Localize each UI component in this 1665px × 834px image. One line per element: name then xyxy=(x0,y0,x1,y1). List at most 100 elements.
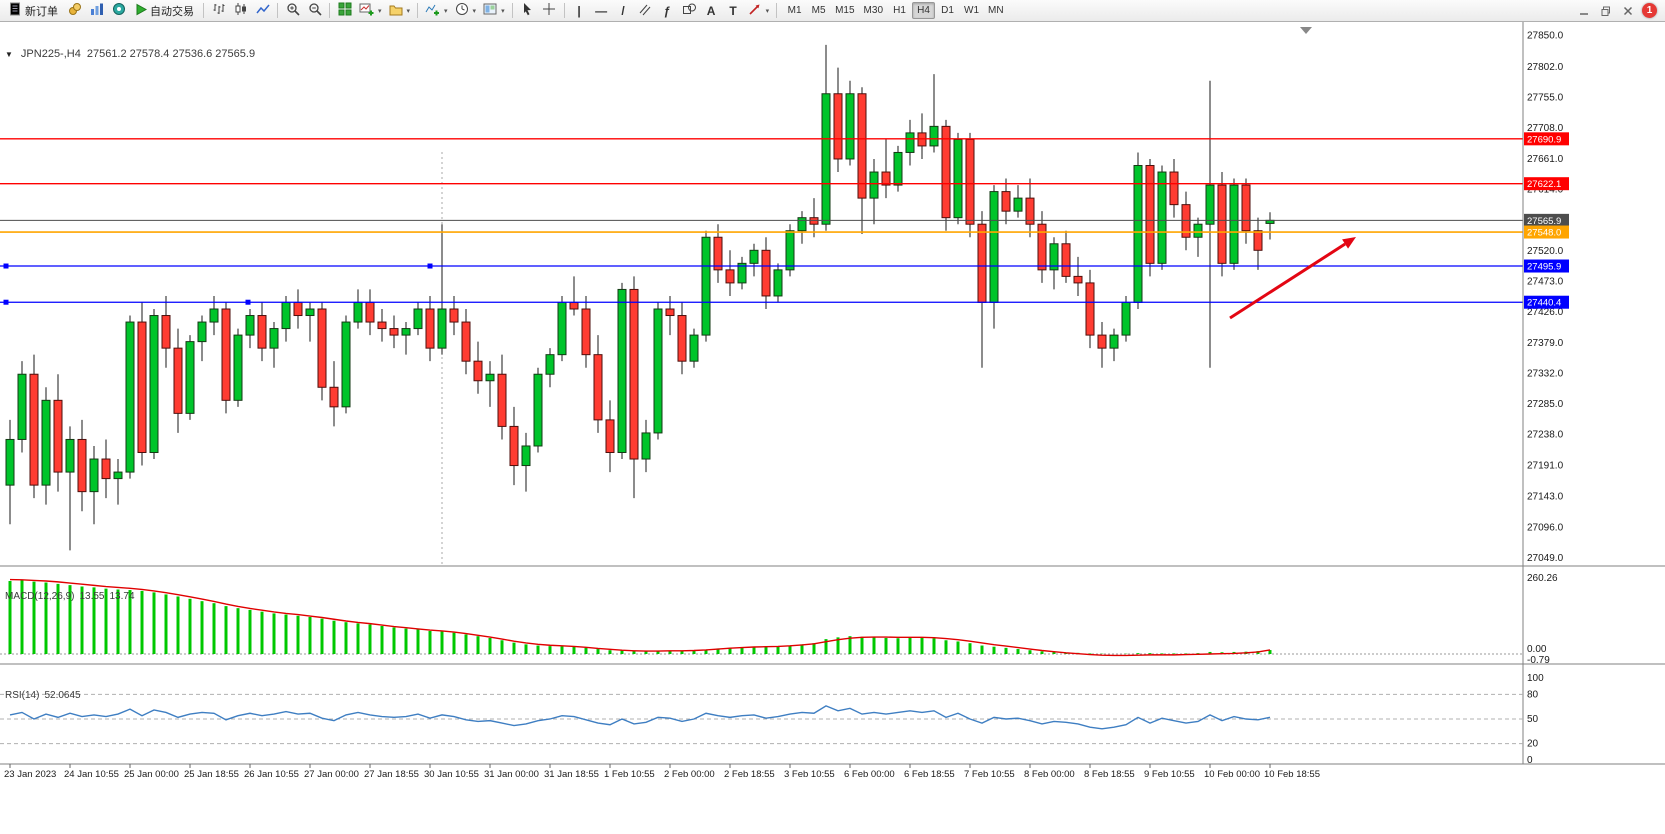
candle-body xyxy=(53,399,63,473)
zoom-in-button[interactable] xyxy=(282,1,303,20)
rsi-axis-label: 100 xyxy=(1527,673,1544,684)
market-watch-button[interactable] xyxy=(64,1,85,20)
candle-body xyxy=(437,308,447,349)
timeframe-m30[interactable]: M30 xyxy=(863,5,883,16)
line-chart-button[interactable] xyxy=(252,1,273,20)
trendline-tool-button[interactable]: / xyxy=(613,1,634,20)
candle-body xyxy=(245,315,255,336)
trend-arrow-line[interactable] xyxy=(1229,242,1346,320)
hline-handle[interactable] xyxy=(427,263,433,269)
price-axis-label: 27143.0 xyxy=(1527,492,1564,503)
price-axis-label: 27238.0 xyxy=(1527,430,1564,441)
restore-window-icon[interactable] xyxy=(1598,4,1614,18)
candle-body xyxy=(881,171,891,186)
notification-badge[interactable]: 1 xyxy=(1642,3,1657,18)
time-axis-label: 31 Jan 18:55 xyxy=(544,769,599,780)
timeframe-h1[interactable]: H1 xyxy=(893,5,906,16)
candle-body xyxy=(485,373,495,382)
new-chart-icon xyxy=(359,2,374,19)
candle-body xyxy=(197,321,207,343)
new-order-button[interactable]: 新订单 xyxy=(4,1,63,20)
price-chart[interactable]: 27850.027802.027755.027708.027661.027614… xyxy=(0,22,1665,834)
timeframe-m15[interactable]: M15 xyxy=(835,5,855,16)
crosshair-button[interactable] xyxy=(539,1,560,20)
tile-windows-button[interactable] xyxy=(334,1,355,20)
timeframe-w1[interactable]: W1 xyxy=(964,5,979,16)
hline-handle[interactable] xyxy=(3,299,9,305)
candle-body xyxy=(845,93,855,160)
trend-arrow-head[interactable] xyxy=(1342,237,1356,249)
candle-body xyxy=(101,458,111,480)
candle-body xyxy=(977,223,987,303)
text-tool-button[interactable]: A xyxy=(701,1,722,20)
candle-body xyxy=(413,308,423,330)
fibonacci-tool-button[interactable]: ƒ xyxy=(657,1,678,20)
candle-body xyxy=(449,308,459,323)
time-axis-label: 1 Feb 10:55 xyxy=(604,769,655,780)
hline-handle[interactable] xyxy=(3,263,9,269)
timeframe-d1[interactable]: D1 xyxy=(941,5,954,16)
chart-background[interactable] xyxy=(0,22,1665,834)
channel-icon xyxy=(638,2,652,19)
candle-body xyxy=(617,288,627,454)
candlestick-chart-button[interactable] xyxy=(230,1,251,20)
time-axis-label: 25 Jan 18:55 xyxy=(184,769,239,780)
zoom-out-button[interactable] xyxy=(304,1,325,20)
hline-handle[interactable] xyxy=(245,299,251,305)
profiles-button[interactable]: ▾ xyxy=(386,1,414,20)
candle-body xyxy=(581,308,591,356)
horizontal-line-tool-button[interactable]: — xyxy=(591,1,612,20)
time-axis-label: 8 Feb 00:00 xyxy=(1024,769,1075,780)
price-tag-text: 27690.9 xyxy=(1527,134,1561,145)
candle-body xyxy=(749,249,759,264)
price-axis-label: 27332.0 xyxy=(1527,368,1564,379)
periods-button[interactable]: ▾ xyxy=(452,1,480,20)
timeframe-m1[interactable]: M1 xyxy=(787,5,802,16)
new-chart-button[interactable]: ▾ xyxy=(356,1,385,20)
candle-body xyxy=(1253,230,1263,251)
channel-tool-button[interactable] xyxy=(635,1,656,20)
timeframe-h4[interactable]: H4 xyxy=(912,2,935,19)
timeframe-m5[interactable]: M5 xyxy=(811,5,826,16)
candle-body xyxy=(461,321,471,362)
toolbar-separator xyxy=(203,3,204,18)
candle-body xyxy=(353,301,363,323)
close-window-icon[interactable] xyxy=(1620,4,1636,18)
time-axis-label: 26 Jan 10:55 xyxy=(244,769,299,780)
chart-shift-marker[interactable] xyxy=(1300,27,1312,34)
candle-body xyxy=(1217,184,1227,264)
arrows-tool-button[interactable]: ▾ xyxy=(745,1,773,20)
vertical-line-tool-button[interactable]: | xyxy=(569,1,590,20)
cursor-button[interactable] xyxy=(517,1,538,20)
bar-chart-button[interactable] xyxy=(208,1,229,20)
auto-trading-button[interactable]: 自动交易 xyxy=(130,1,199,20)
one-click-trading-toggle[interactable]: ▼ xyxy=(5,49,13,59)
candle-body xyxy=(1085,282,1095,336)
timeframe-mn[interactable]: MN xyxy=(988,5,1004,16)
time-axis-label: 8 Feb 18:55 xyxy=(1084,769,1135,780)
toolbar-separator xyxy=(776,3,778,18)
shapes-tool-button[interactable] xyxy=(679,1,700,20)
dropdown-caret-icon: ▾ xyxy=(765,7,770,15)
candle-body xyxy=(929,125,939,147)
candle-body xyxy=(1061,243,1071,277)
macd-axis-label: 0.00 xyxy=(1527,644,1547,655)
candlestick-chart-icon xyxy=(234,2,248,19)
rsi-axis-label: 0 xyxy=(1527,755,1533,766)
tile-windows-icon xyxy=(338,2,352,19)
templates-button[interactable]: ▾ xyxy=(480,1,508,20)
template-icon xyxy=(483,2,497,19)
data-window-button[interactable] xyxy=(86,1,107,20)
candle-body xyxy=(701,236,711,336)
arrow-tool-icon xyxy=(748,2,762,19)
cursor-icon xyxy=(520,2,534,19)
trendline-icon: / xyxy=(621,3,625,18)
indicators-button[interactable]: ▾ xyxy=(422,1,451,20)
candle-body xyxy=(773,269,783,297)
price-axis-label: 27661.0 xyxy=(1527,154,1564,165)
minimize-window-icon[interactable] xyxy=(1576,4,1592,18)
toolbox-button[interactable] xyxy=(108,1,129,20)
macd-value-main: 13.55 xyxy=(79,591,105,602)
text-label-tool-button[interactable]: T xyxy=(723,1,744,20)
